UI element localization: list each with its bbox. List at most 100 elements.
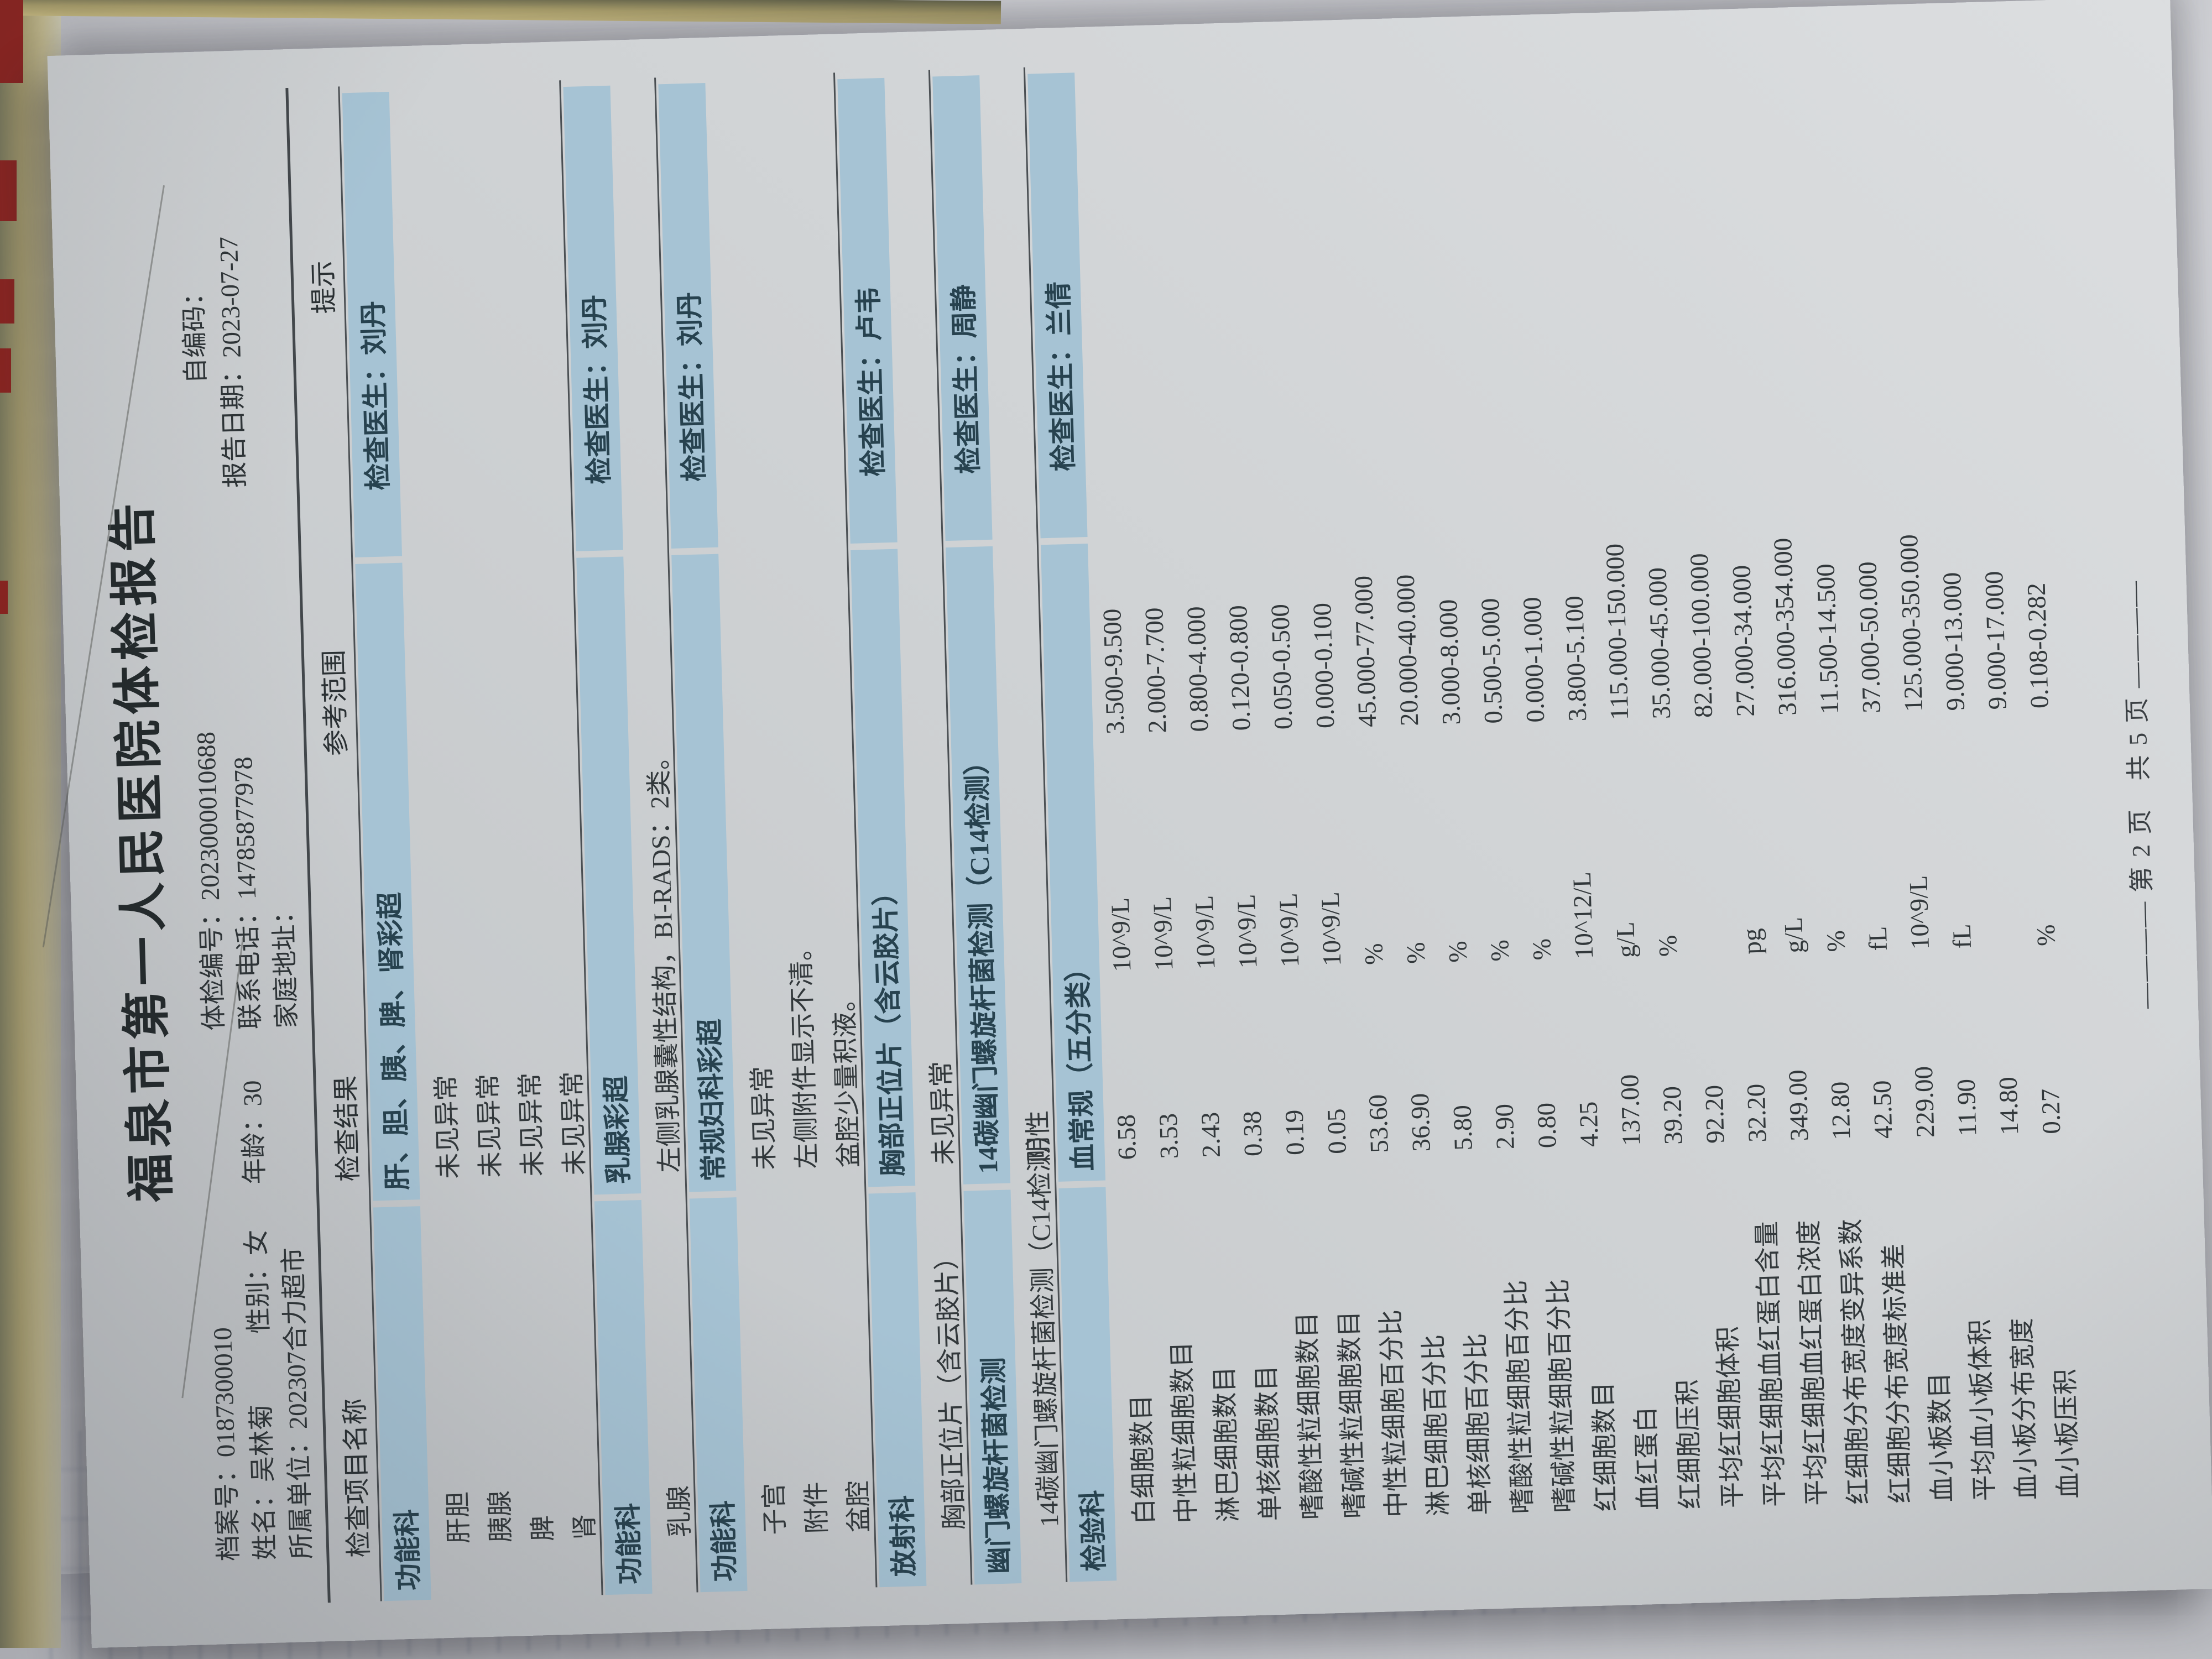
section-dept: 幽门螺旋杆菌检测: [963, 1190, 1022, 1585]
item-unit: 10^9/L: [1105, 897, 1137, 973]
item-unit: %: [1401, 941, 1431, 964]
doctor-label: 检查医生：: [1045, 335, 1079, 472]
item-ref: 0.120-0.800: [1224, 604, 1256, 732]
section-dept: 放射科: [868, 1192, 927, 1588]
doctor-label: 检查医生：: [675, 346, 710, 482]
item-unit: fL: [1863, 926, 1893, 952]
section-dept: 检验科: [1058, 1187, 1117, 1582]
item-ref: 3.500-9.500: [1098, 608, 1130, 735]
item-result: 0.38: [1238, 1110, 1268, 1157]
item-result: 5.80: [1448, 1104, 1478, 1151]
item-name: 附件: [802, 1481, 832, 1535]
item-name: 血小板数目: [1925, 1371, 1958, 1503]
item-ref: 0.050-0.500: [1266, 603, 1298, 730]
item-name: 血红蛋白: [1631, 1406, 1664, 1511]
item-result: 229.00: [1909, 1066, 1940, 1138]
item-name: 红细胞压积: [1673, 1379, 1706, 1510]
column-reference: 参考范围: [319, 649, 352, 757]
doctor-label: 检查医生：: [854, 341, 889, 477]
item-result: 2.90: [1490, 1103, 1520, 1150]
item-result: 349.00: [1783, 1069, 1814, 1142]
item-ref: 20.000-40.000: [1391, 574, 1425, 727]
item-result: 0.19: [1280, 1109, 1310, 1156]
patient-gender: 性别：女: [242, 1229, 274, 1334]
item-name: 血小板压积: [2051, 1368, 2084, 1499]
item-ref: 3.000-8.000: [1433, 598, 1467, 726]
item-unit: %: [1821, 930, 1851, 953]
item-name: 红细胞数目: [1589, 1381, 1622, 1512]
item-unit: 10^9/L: [1232, 894, 1263, 969]
item-unit: %: [2031, 924, 2061, 947]
item-result: 92.20: [1699, 1084, 1730, 1144]
item-unit: g/L: [1779, 916, 1809, 954]
item-ref: 125.000-350.000: [1895, 534, 1928, 713]
item-ref: 82.000-100.000: [1684, 552, 1719, 718]
item-name: 单核细胞数目: [1252, 1364, 1286, 1522]
item-result: 阴性: [1024, 1110, 1055, 1163]
item-result: 0.05: [1322, 1108, 1352, 1155]
item-unit: g/L: [1611, 921, 1641, 958]
item-ref: 0.000-1.000: [1517, 596, 1551, 723]
item-result: 11.90: [1952, 1078, 1983, 1137]
section-dept: 功能科: [373, 1206, 431, 1601]
item-result: 未见异常: [927, 1060, 959, 1166]
page-indicator: ———— 第 2 页 共 5 页 ————: [2119, 579, 2160, 1009]
book-cover-red-edge: [0, 279, 14, 324]
section-dept: 功能科: [594, 1199, 653, 1595]
patient-name: 姓名：吴林菊: [247, 1404, 280, 1561]
item-result: 12.80: [1825, 1081, 1856, 1141]
item-result: 盆腔少量积液。: [830, 985, 864, 1168]
item-unit: 10^12/L: [1567, 871, 1599, 959]
item-unit: %: [1443, 940, 1473, 963]
doctor-name: 刘丹: [358, 300, 390, 356]
patient-address: 家庭地址：: [269, 898, 302, 1029]
section-dept: 功能科: [689, 1197, 748, 1593]
item-unit: 10^9/L: [1190, 895, 1221, 971]
patient-age: 年龄：30: [238, 1079, 270, 1185]
item-result: 未见异常: [516, 1072, 548, 1177]
doctor-label: 检查医生：: [359, 354, 394, 491]
book-cover-red-edge: [0, 0, 23, 83]
item-name: 脾: [528, 1515, 558, 1542]
book-page-edges-left: [0, 0, 61, 1648]
item-name: 子宫: [760, 1482, 790, 1536]
item-name: 淋巴细胞数目: [1210, 1365, 1244, 1523]
book-cover-red-edge: [0, 160, 17, 221]
column-result: 检查结果: [331, 1075, 364, 1182]
doctor-name: 卢韦: [853, 286, 885, 342]
column-item-name: 检查项目名称: [340, 1397, 374, 1558]
item-unit: fL: [1947, 924, 1977, 949]
item-ref: 0.000-0.100: [1308, 602, 1340, 729]
item-ref: 316.000-354.000: [1768, 537, 1803, 716]
item-unit: %: [1485, 939, 1515, 962]
item-name: 乳腺: [665, 1485, 695, 1538]
item-name: 胰腺: [486, 1490, 516, 1543]
doctor-name: 兰倩: [1043, 281, 1076, 336]
item-ref: 27.000-34.000: [1727, 565, 1761, 717]
item-ref: 45.000-77.000: [1349, 575, 1383, 728]
item-result: 未见异常: [748, 1066, 780, 1171]
item-name: 肝胆: [444, 1491, 474, 1545]
doctor-label: 检查医生：: [580, 348, 615, 485]
item-result: 53.60: [1363, 1094, 1394, 1154]
column-hint: 提示: [309, 260, 340, 315]
item-result: 3.53: [1154, 1113, 1185, 1160]
item-ref: 11.500-14.500: [1811, 563, 1845, 715]
item-ref: 3.800-5.100: [1559, 595, 1593, 722]
item-unit: pg: [1737, 927, 1767, 955]
item-result: 36.90: [1405, 1093, 1436, 1152]
self-code: 自编码：: [179, 279, 211, 384]
book-cover-red-edge: [0, 581, 8, 614]
doctor-name: 刘丹: [674, 291, 706, 347]
item-name: 盆腔: [844, 1480, 874, 1533]
item-result: 未见异常: [558, 1071, 590, 1176]
item-result: 137.00: [1615, 1074, 1646, 1146]
item-ref: 35.000-45.000: [1643, 567, 1677, 719]
item-unit: 10^9/L: [1316, 891, 1347, 967]
item-result: 0.80: [1532, 1102, 1562, 1149]
item-result: 4.25: [1574, 1101, 1604, 1147]
doctor-name: 刘丹: [578, 294, 611, 349]
report-page: 福泉市第一人民医院体检报告 档案号：0187300010 体检编号：202300…: [47, 0, 2212, 1648]
item-ref: 37.000-50.000: [1853, 561, 1886, 714]
